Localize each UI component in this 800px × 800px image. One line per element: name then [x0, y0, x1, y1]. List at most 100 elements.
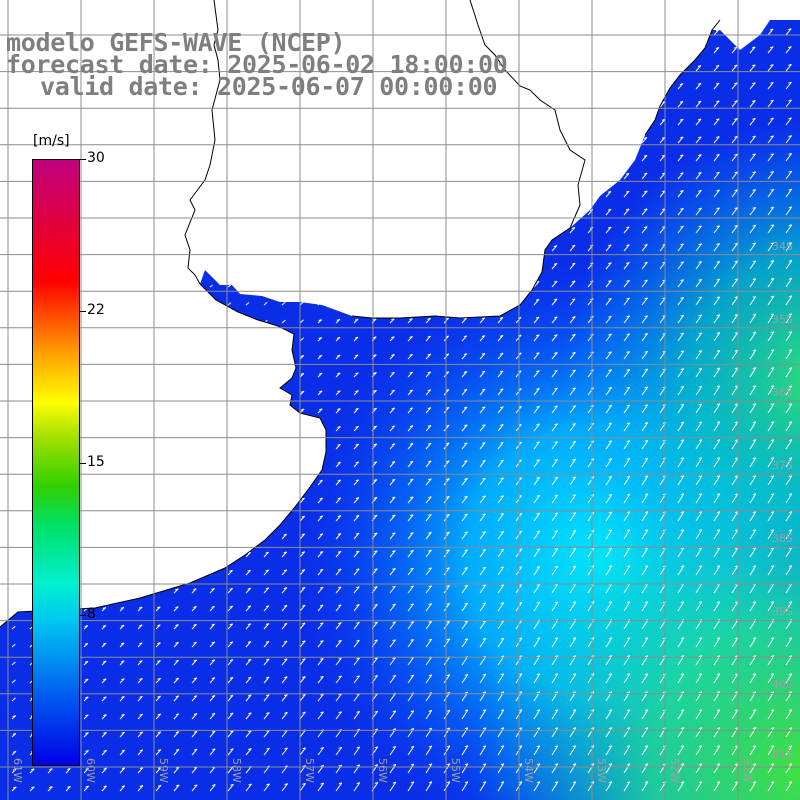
- wind-arrow: [443, 531, 450, 540]
- wind-arrow: [389, 603, 396, 612]
- wind-arrow: [317, 658, 324, 666]
- wind-arrow: [677, 261, 684, 270]
- wind-arrow: [641, 565, 649, 576]
- wind-arrow: [551, 263, 558, 270]
- wind-arrow-head: [157, 695, 161, 698]
- colorbar-tick: [80, 159, 86, 160]
- longitude-label: 60W: [84, 758, 97, 783]
- wind-arrow: [677, 673, 685, 684]
- wind-arrow-head: [554, 334, 558, 337]
- wind-arrow: [641, 297, 648, 306]
- wind-arrow-head: [446, 727, 451, 730]
- wind-arrow-head: [410, 603, 414, 606]
- wind-arrow: [731, 225, 739, 234]
- wind-arrow: [299, 747, 306, 756]
- wind-arrow: [443, 567, 450, 576]
- wind-arrow-head: [211, 712, 216, 715]
- wind-arrow: [479, 638, 487, 648]
- wind-arrow-head: [752, 349, 757, 352]
- wind-arrow: [713, 781, 721, 792]
- wind-arrow-head: [553, 262, 558, 265]
- wind-arrow: [731, 367, 739, 378]
- wind-arrow-head: [446, 549, 450, 552]
- wind-arrow-head: [481, 370, 486, 373]
- wind-arrow-head: [482, 442, 486, 444]
- wind-arrow-head: [734, 493, 739, 496]
- wind-arrow-head: [356, 621, 360, 624]
- wind-arrow: [533, 584, 541, 594]
- wind-arrow: [587, 369, 594, 378]
- wind-arrow-head: [644, 350, 648, 353]
- wind-arrow-head: [788, 745, 793, 748]
- wind-arrow-head: [770, 295, 775, 298]
- wind-arrow-head: [788, 313, 793, 316]
- wind-arrow: [497, 424, 504, 432]
- wind-arrow-head: [608, 745, 613, 748]
- wind-arrow: [263, 658, 270, 666]
- wind-arrow: [497, 406, 504, 414]
- wind-arrow: [497, 727, 505, 738]
- wind-arrow: [731, 100, 738, 108]
- wind-arrow: [191, 695, 198, 702]
- wind-arrow-head: [85, 767, 89, 770]
- wind-arrow-head: [572, 476, 576, 479]
- wind-arrow: [623, 781, 631, 792]
- wind-arrow-head: [120, 624, 125, 627]
- wind-arrow: [731, 82, 738, 90]
- colorbar-tick: [80, 615, 86, 616]
- wind-arrow: [767, 691, 775, 702]
- wind-arrow: [749, 493, 757, 504]
- wind-arrow: [713, 154, 720, 162]
- wind-arrow: [731, 781, 739, 792]
- wind-arrow-head: [463, 335, 467, 338]
- wind-arrow-head: [770, 135, 774, 138]
- wind-arrow: [641, 547, 649, 558]
- wind-arrow-head: [608, 763, 613, 766]
- wind-arrow-head: [356, 675, 360, 678]
- wind-arrow: [551, 405, 558, 414]
- wind-arrow-head: [536, 763, 541, 766]
- wind-arrow-head: [12, 733, 17, 735]
- wind-arrow-head: [84, 625, 88, 628]
- wind-arrow-head: [680, 350, 684, 353]
- wind-arrow-head: [752, 331, 757, 334]
- wind-arrow: [677, 781, 685, 792]
- wind-arrow-head: [788, 170, 792, 173]
- wind-arrow: [731, 763, 739, 774]
- wind-arrow: [227, 659, 234, 666]
- wind-arrow-head: [734, 260, 738, 263]
- wind-arrow: [659, 208, 666, 216]
- wind-arrow: [461, 424, 468, 432]
- wind-arrow-head: [355, 390, 359, 393]
- wind-arrow-head: [715, 82, 720, 85]
- wind-arrow-head: [697, 118, 702, 121]
- wind-arrow-head: [644, 511, 649, 514]
- wind-arrow-head: [715, 64, 720, 67]
- wind-arrow-head: [644, 243, 648, 246]
- wind-arrow-head: [157, 677, 161, 680]
- wind-arrow: [695, 763, 703, 774]
- wind-arrow-head: [644, 404, 648, 407]
- wind-arrow-head: [608, 475, 612, 478]
- wind-arrow: [641, 226, 648, 234]
- wind-arrow: [209, 641, 216, 648]
- wind-arrow: [731, 637, 739, 648]
- wind-arrow-head: [770, 565, 775, 568]
- wind-arrow-head: [320, 640, 324, 643]
- wind-arrow-head: [103, 749, 107, 752]
- wind-arrow: [461, 388, 468, 396]
- wind-arrow-head: [770, 457, 775, 460]
- wind-arrow-head: [734, 82, 738, 85]
- wind-arrow: [533, 745, 541, 756]
- wind-arrow: [353, 479, 360, 486]
- wind-arrow-head: [716, 709, 721, 712]
- wind-arrow-head: [482, 673, 487, 676]
- wind-arrow: [227, 641, 234, 648]
- wind-arrow-head: [157, 624, 161, 627]
- wind-arrow: [245, 587, 252, 594]
- wind-arrow: [677, 350, 685, 360]
- wind-arrow: [695, 368, 703, 378]
- wind-arrow: [713, 565, 721, 576]
- wind-arrow: [569, 494, 577, 504]
- wind-arrow: [659, 136, 666, 144]
